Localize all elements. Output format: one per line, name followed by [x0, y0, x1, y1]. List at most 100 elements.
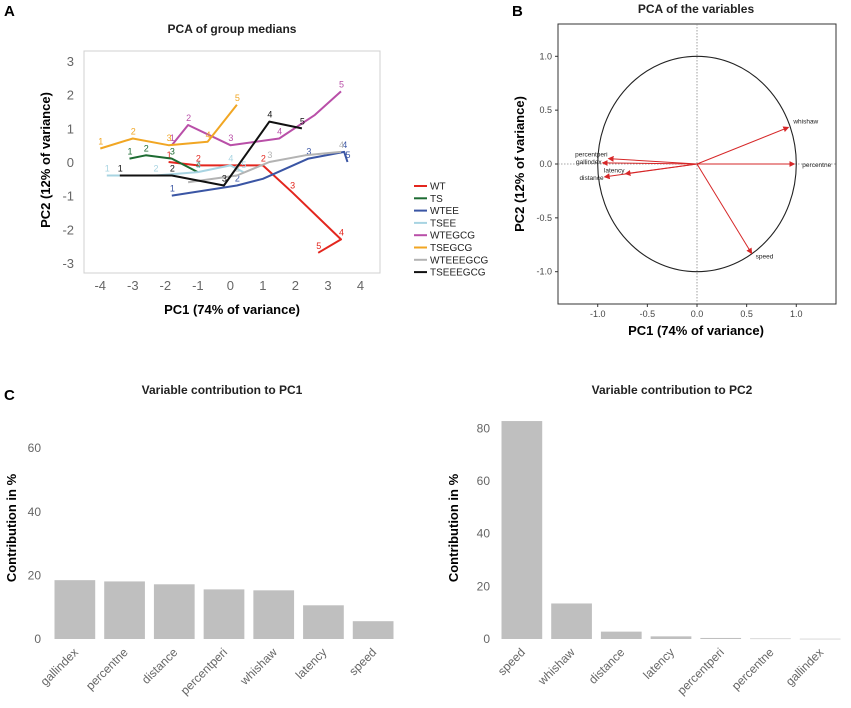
legend-label-wtee: WTEE [430, 206, 459, 217]
vector-arrow-percentperi [607, 155, 698, 165]
panel-a-y-tick--2: -2 [62, 222, 74, 237]
panel-b-x-axis-label: PC1 (74% of variance) [628, 323, 764, 338]
point-label-wtee-4: 4 [342, 140, 347, 150]
point-label-tseeegcg-1: 2 [170, 163, 175, 173]
c1-y-tick-60: 60 [28, 441, 42, 455]
bar-distance [153, 584, 195, 639]
point-label-wt-3: 2 [261, 153, 266, 163]
bar-distance [600, 631, 642, 639]
vector-label-speed: speed [756, 253, 774, 260]
point-label-wt-5: 4 [339, 227, 344, 237]
point-label-tsegcg-4: 5 [235, 93, 240, 103]
panel-c2-bars [501, 421, 841, 640]
panel-a-y-tick-1: 1 [67, 121, 74, 136]
point-label-wtee-3: 3 [306, 147, 311, 157]
panel-c1-y-ticks: 0 20 40 60 [28, 441, 42, 646]
point-label-tseeegcg-0: 1 [118, 163, 123, 173]
panel-b-y-tick-0: 1.0 [539, 51, 552, 61]
bar-latency [650, 636, 692, 639]
panel-label-c: C [4, 387, 15, 404]
bar-percentperi [203, 589, 245, 639]
c1-x-tick-whishaw: whishaw [237, 645, 280, 688]
series-line-wtegcg [171, 90, 342, 147]
point-label-wt-4: 3 [290, 180, 295, 190]
c2-y-tick-40: 40 [477, 527, 491, 541]
panel-a-x-tick-2: 2 [292, 278, 299, 293]
panel-a-x-tick--1: -1 [192, 278, 204, 293]
panel-c-pc1-contribution: Variable contribution to PC1 0 20 40 60 gal… [4, 383, 394, 698]
point-label-wtee-5: 5 [345, 150, 350, 160]
panel-a-y-ticks: -3 -2 -1 0 1 2 3 [62, 54, 74, 271]
point-label-tsee-4: 5 [241, 160, 246, 170]
c1-x-tick-speed: speed [346, 645, 379, 678]
c1-y-tick-0: 0 [34, 632, 41, 646]
vector-label-whishaw: whishaw [792, 118, 818, 125]
c1-y-tick-20: 20 [28, 568, 42, 582]
legend-label-wtegcg: WTEGCG [430, 231, 475, 242]
panel-b-x-tick-2: 0.0 [691, 309, 704, 319]
point-label-tsee-2: 3 [196, 160, 201, 170]
panel-c1-bars [54, 580, 394, 639]
panel-b-y-tick-2: 0.0 [539, 159, 552, 169]
vector-arrow-distance [603, 163, 698, 180]
panel-c-pc2-contribution: Variable contribution to PC2 0 20 40 60 80 s… [446, 383, 841, 698]
point-label-ts-3: 4 [196, 160, 201, 170]
c2-y-tick-60: 60 [477, 474, 491, 488]
panel-a-x-tick--2: -2 [160, 278, 172, 293]
series-line-ts [129, 154, 199, 173]
panel-a-y-tick-2: 2 [67, 88, 74, 103]
c2-x-tick-whishaw: whishaw [535, 645, 578, 688]
legend-label-ts: TS [430, 194, 443, 205]
panel-a-x-tick--4: -4 [94, 278, 106, 293]
series-line-wt [168, 161, 342, 254]
panel-label-a: A [4, 3, 15, 20]
point-label-wteeegcg-4: 4 [339, 140, 344, 150]
panel-c2-y-ticks: 0 20 40 60 80 [477, 421, 491, 646]
c2-x-tick-percentperi: percentperi [674, 645, 726, 697]
bar-whishaw [253, 590, 295, 639]
point-label-ts-0: 1 [128, 147, 133, 157]
legend-label-wteeegcg: WTEEEGCG [430, 255, 489, 266]
point-label-wt-6: 5 [316, 241, 321, 251]
panel-b-y-axis-label: PC2 (12% of variance) [512, 96, 527, 232]
legend-label-wt: WT [430, 182, 446, 193]
vector-arrow-whishaw [696, 126, 790, 165]
vector-label-latency: latency [604, 168, 625, 175]
vector-label-percentperi: percentperi [575, 152, 608, 159]
bar-percentperi [700, 637, 742, 639]
panel-c2-title: Variable contribution to PC2 [592, 383, 753, 397]
bar-latency [303, 605, 344, 639]
panel-b-y-tick-3: -0.5 [536, 213, 552, 223]
panel-b-y-tick-1: 0.5 [539, 105, 552, 115]
bar-speed [352, 621, 394, 639]
c2-x-tick-gallindex: gallindex [783, 645, 826, 688]
vector-label-distance: distance [579, 175, 604, 182]
c2-y-tick-80: 80 [477, 421, 491, 435]
bar-percentne [750, 638, 791, 640]
point-label-tsegcg-3: 4 [206, 130, 211, 140]
correlation-circle [597, 55, 797, 273]
point-label-tsee-0: 1 [105, 163, 110, 173]
panel-b-y-tick-4: -1.0 [536, 267, 552, 277]
c1-x-tick-distance: distance [139, 645, 181, 687]
panel-a-y-tick--1: -1 [62, 189, 74, 204]
panel-a-y-tick--3: -3 [62, 256, 74, 271]
point-label-tsegcg-0: 1 [98, 137, 103, 147]
panel-a-y-axis-label: PC2 (12% of variance) [38, 92, 53, 228]
panel-a-x-tick--3: -3 [127, 278, 139, 293]
panel-a-x-tick-1: 1 [259, 278, 266, 293]
panel-a-title: PCA of group medians [168, 22, 297, 36]
point-label-tseeegcg-4: 5 [300, 116, 305, 126]
point-label-wtegcg-0: 1 [170, 133, 175, 143]
c2-y-tick-0: 0 [483, 632, 490, 646]
bar-speed [501, 421, 543, 639]
panel-a-x-tick-3: 3 [324, 278, 331, 293]
bar-percentne [104, 581, 145, 639]
point-label-wtegcg-1: 2 [186, 113, 191, 123]
c1-x-tick-percentperi: percentperi [178, 645, 230, 697]
